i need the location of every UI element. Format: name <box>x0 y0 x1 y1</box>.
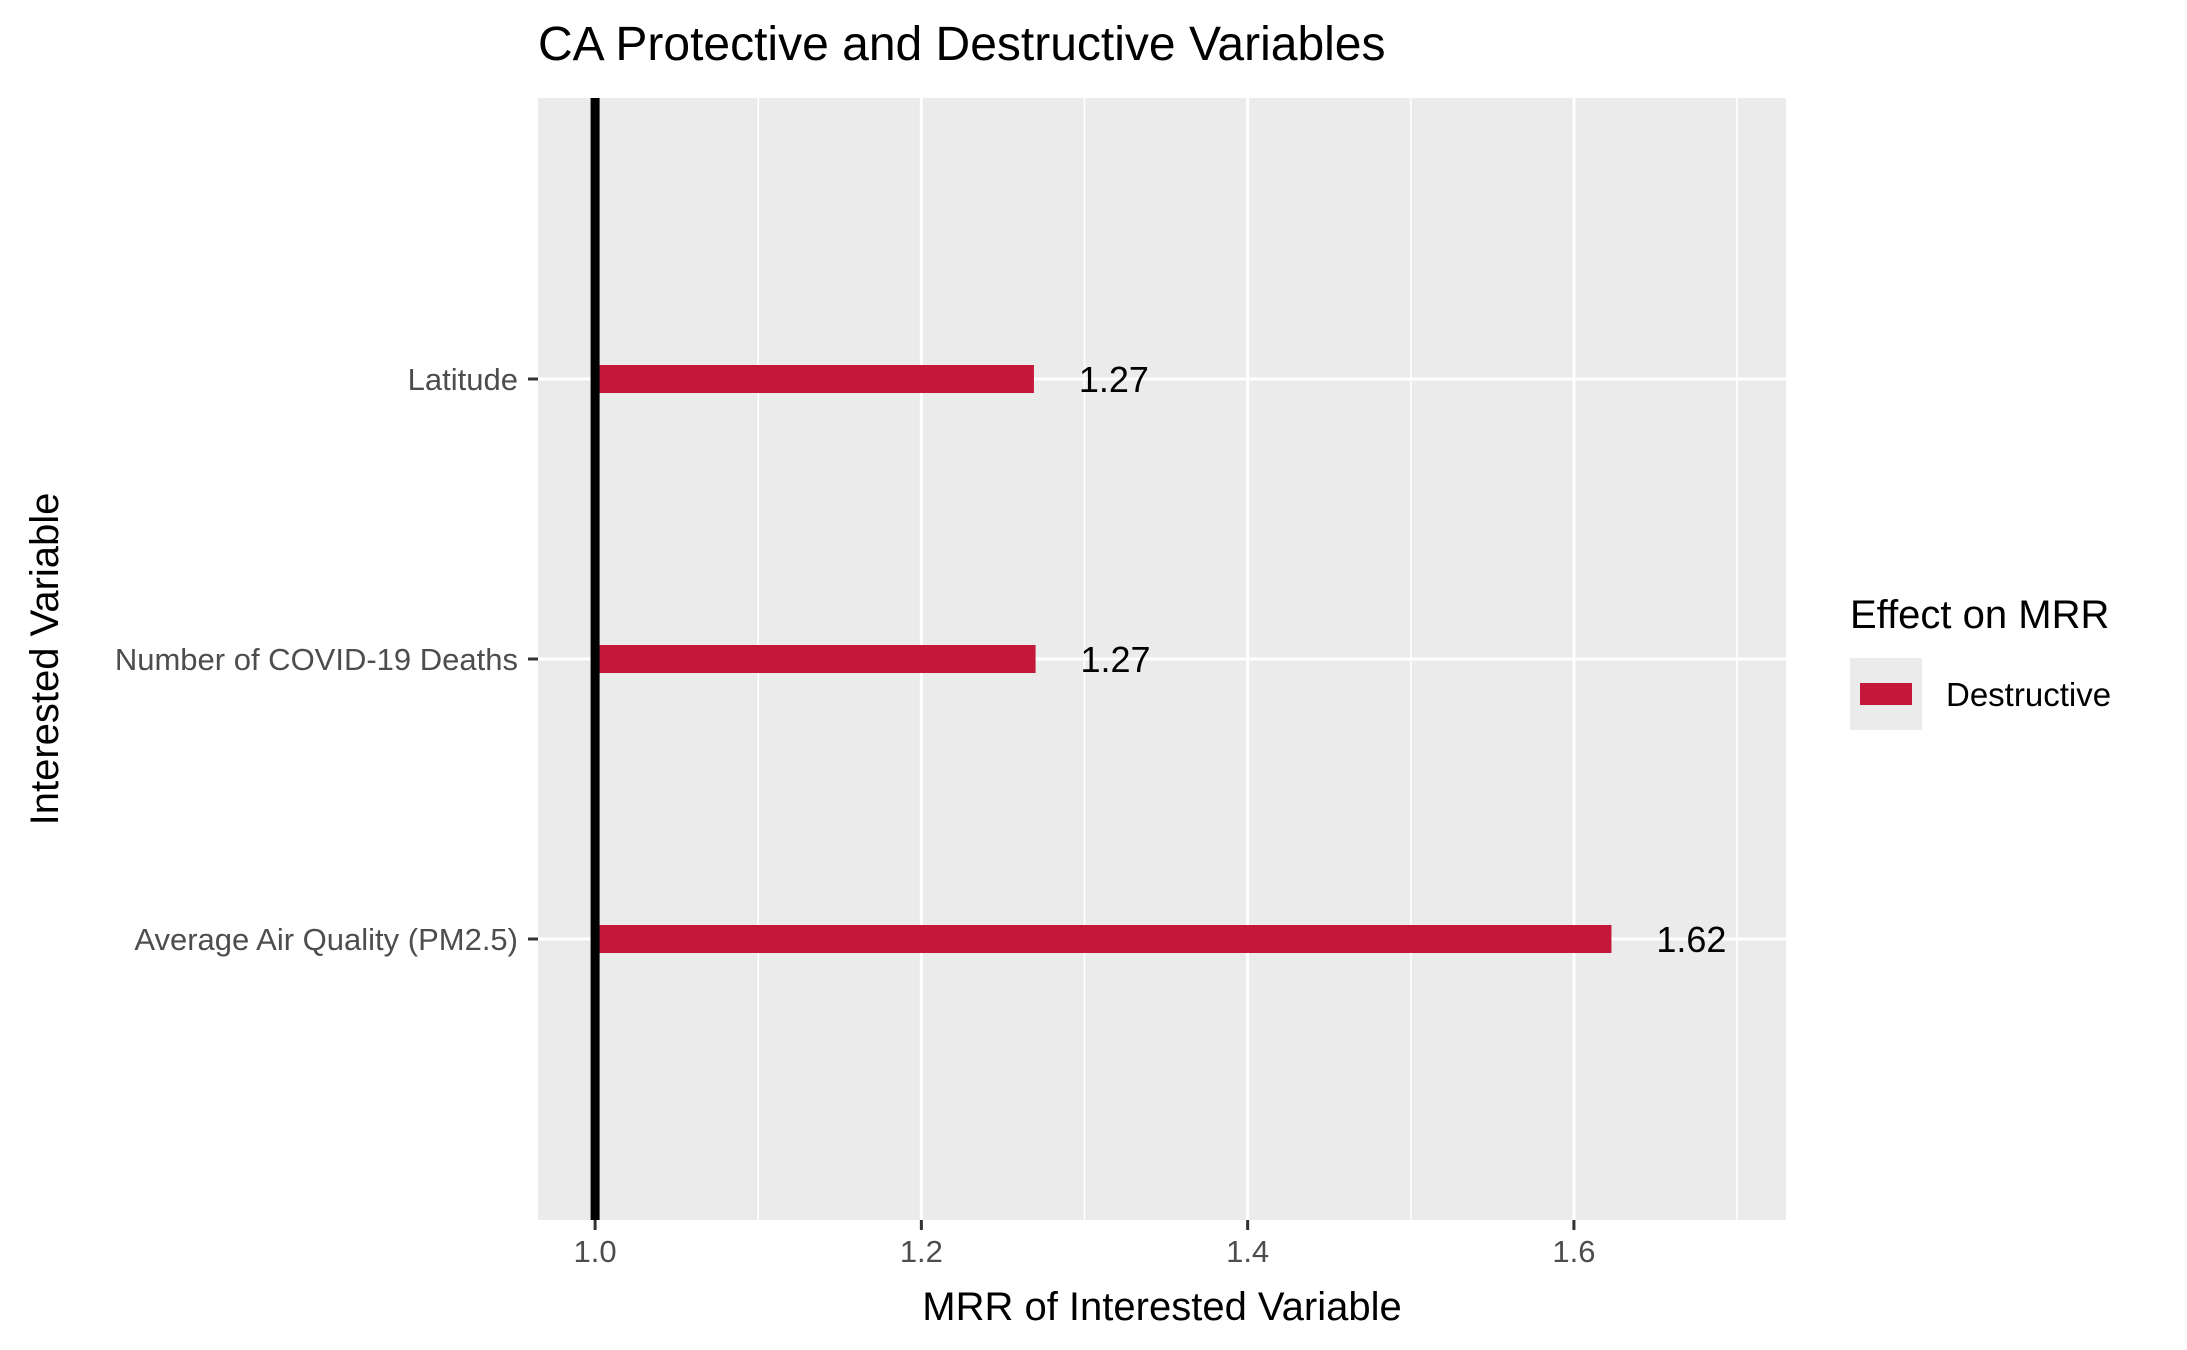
bar-value-label: 1.27 <box>1079 359 1149 400</box>
bar-value-labels: 1.62 1.27 1.27 <box>1079 359 1727 960</box>
y-tick-label: Latitude <box>408 362 518 397</box>
y-tick-label: Average Air Quality (PM2.5) <box>134 922 518 957</box>
bar <box>595 925 1612 953</box>
bar-value-label: 1.27 <box>1081 639 1151 680</box>
x-tick-label: 1.6 <box>1552 1234 1595 1269</box>
bars <box>595 365 1612 953</box>
x-axis: 1.0 1.2 1.4 1.6 <box>574 1220 1595 1269</box>
bar <box>595 645 1036 673</box>
legend-title: Effect on MRR <box>1850 593 2109 637</box>
x-tick-label: 1.4 <box>1226 1234 1269 1269</box>
x-tick-label: 1.2 <box>900 1234 943 1269</box>
chart-title: CA Protective and Destructive Variables <box>538 18 1386 71</box>
y-axis: Average Air Quality (PM2.5) Number of COV… <box>115 362 538 957</box>
y-axis-title: Interested Variable <box>23 493 67 826</box>
x-axis-title: MRR of Interested Variable <box>922 1285 1401 1329</box>
bar <box>595 365 1034 393</box>
y-tick-label: Number of COVID-19 Deaths <box>115 642 518 677</box>
legend: Effect on MRR Destructive <box>1850 593 2111 730</box>
legend-label-destructive: Destructive <box>1946 676 2111 713</box>
bar-value-label: 1.62 <box>1656 919 1726 960</box>
x-tick-label: 1.0 <box>574 1234 617 1269</box>
legend-swatch-destructive <box>1860 683 1912 705</box>
